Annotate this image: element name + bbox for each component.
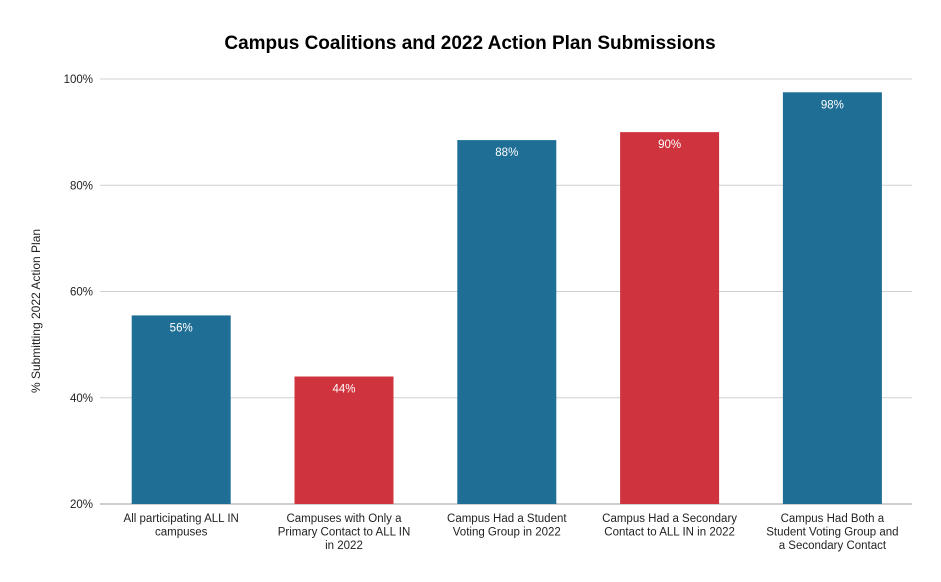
category-label-line: Campus Had a Secondary [602, 513, 737, 525]
category-label-line: Primary Contact to ALL IN [278, 527, 411, 539]
bar [294, 376, 394, 504]
data-label: 56% [170, 322, 193, 334]
category-label: Campuses with Only a Primary Contact to A… [278, 513, 411, 552]
bar [620, 132, 720, 504]
category-label: Campus Had a Student Voting Group in 2022 [447, 513, 567, 539]
y-axis-label: % Submitting 2022 Action Plan [29, 229, 43, 393]
category-label: Campus Had Both a Student Voting Group an… [766, 513, 898, 552]
category-label-line: Campus Had Both a [781, 513, 885, 525]
data-label: 44% [332, 384, 355, 396]
category-label-line: Voting Group in 2022 [453, 527, 561, 539]
data-label: 90% [658, 139, 681, 151]
category-label-line: in 2022 [325, 540, 363, 552]
data-label: 98% [821, 99, 844, 111]
y-tick-label: 100% [64, 74, 93, 86]
data-labels: 56% 44% 88% 90% 98% [170, 99, 844, 395]
category-labels: All participating ALL IN campuses Campuses… [124, 513, 899, 552]
category-label-line: Student Voting Group and [766, 527, 898, 539]
category-label-line: Campuses with Only a [286, 513, 402, 525]
category-label: All participating ALL IN campuses [124, 513, 239, 539]
y-axis-ticks: 20% 40% 60% 80% 100% [64, 74, 93, 511]
chart-title: Campus Coalitions and 2022 Action Plan S… [224, 33, 715, 54]
bars [131, 92, 882, 504]
category-label-line: a Secondary Contact [779, 540, 887, 552]
data-label: 88% [495, 147, 518, 159]
bar [782, 92, 882, 504]
y-tick-label: 60% [70, 287, 93, 299]
y-tick-label: 80% [70, 180, 93, 192]
category-label-line: All participating ALL IN [124, 513, 239, 525]
category-label: Campus Had a Secondary Contact to ALL IN … [602, 513, 737, 539]
category-label-line: campuses [155, 527, 208, 539]
category-label-line: Campus Had a Student [447, 513, 567, 525]
category-label-line: Contact to ALL IN in 2022 [604, 527, 735, 539]
y-tick-label: 40% [70, 393, 93, 405]
bar [457, 140, 557, 504]
y-tick-label: 20% [70, 499, 93, 511]
bar [131, 315, 231, 504]
